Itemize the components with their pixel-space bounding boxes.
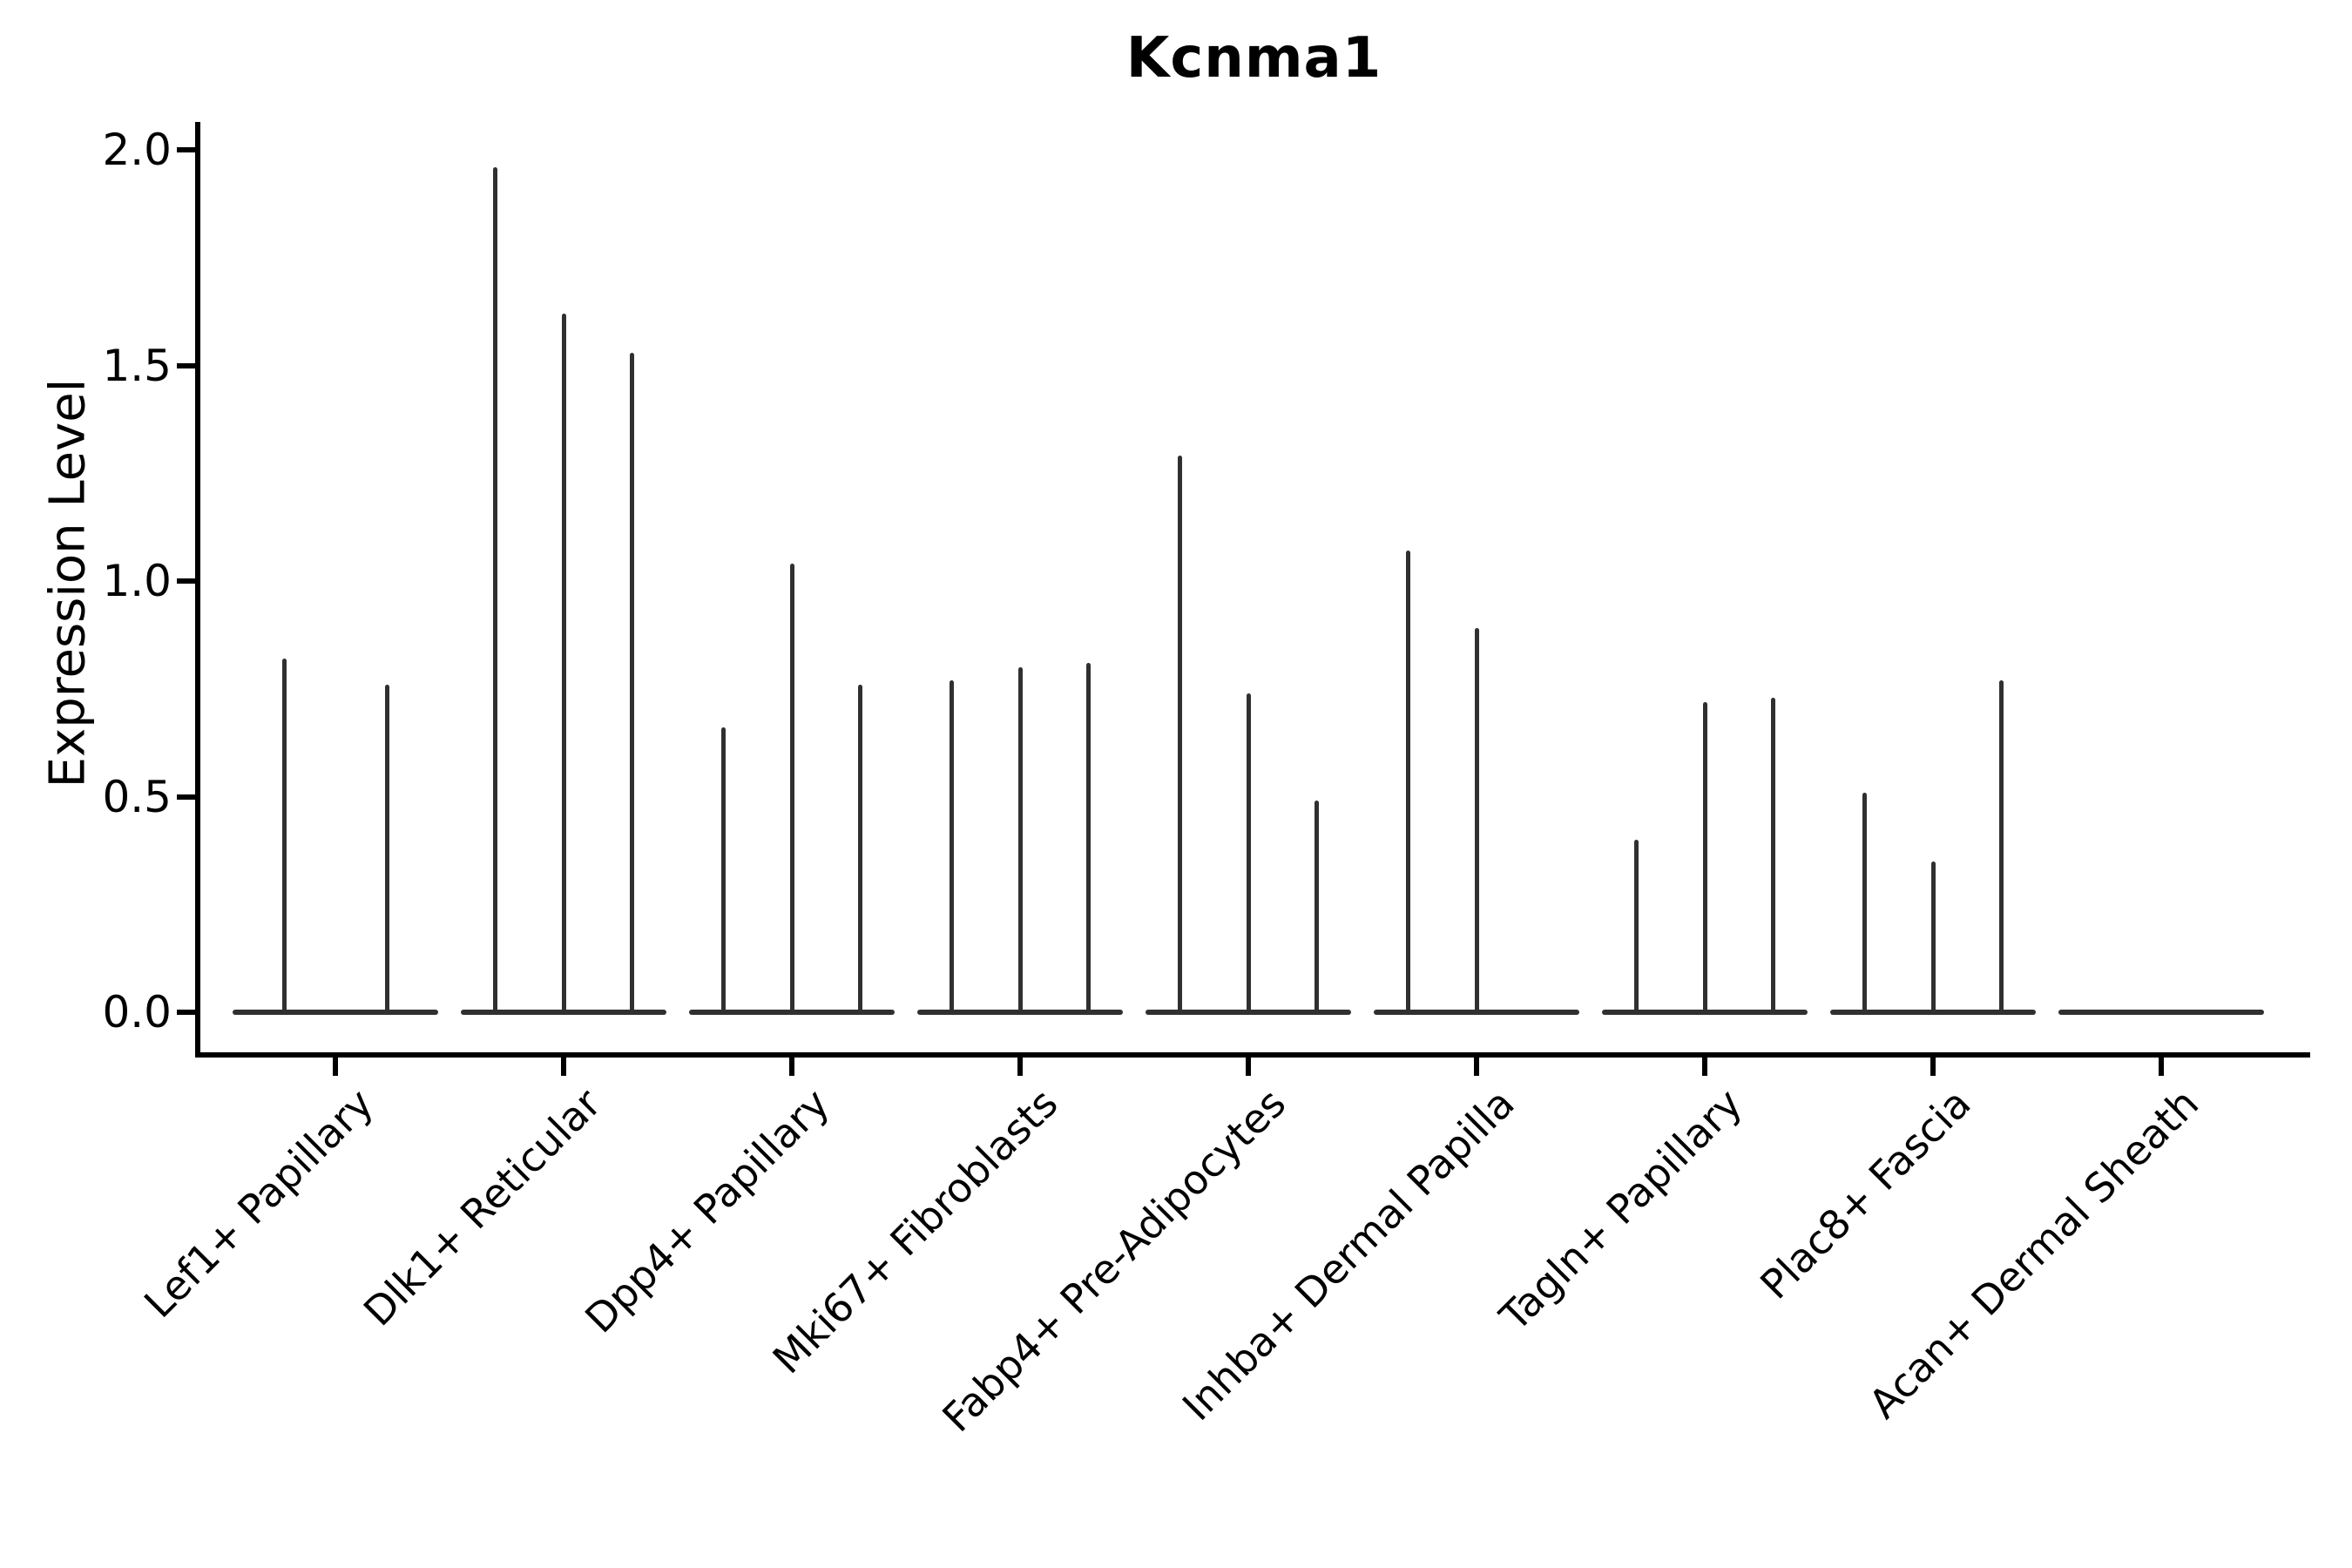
violin-spike	[630, 352, 635, 1015]
y-tick-label: 1.5	[102, 340, 172, 391]
x-tick-label: Dpp4+ Papillary	[576, 1079, 839, 1342]
x-tick-label: Lef1+ Papillary	[134, 1079, 382, 1328]
violin-spike	[720, 727, 726, 1015]
y-tick-mark	[177, 794, 195, 800]
x-tick-mark	[2159, 1058, 2164, 1076]
x-axis-spine	[195, 1052, 2310, 1058]
violin-spike	[1405, 551, 1410, 1015]
x-tick-mark	[333, 1058, 338, 1076]
violin-spike	[1474, 628, 1479, 1015]
y-tick-mark	[177, 147, 195, 152]
violin-spike	[1246, 693, 1251, 1015]
x-tick-label: Plac8+ Fascia	[1751, 1079, 1980, 1308]
x-tick-mark	[789, 1058, 794, 1076]
violin-spike	[1999, 679, 2004, 1015]
x-tick-label: Dlk1+ Reticular	[355, 1079, 611, 1335]
violin-spike	[1771, 697, 1776, 1015]
violin-baseline	[233, 1010, 438, 1015]
y-tick-mark	[177, 578, 195, 584]
y-tick-label: 2.0	[102, 125, 172, 175]
violin-spike	[949, 679, 954, 1015]
y-axis-spine	[195, 122, 200, 1058]
violin-spike	[1086, 663, 1092, 1015]
violin-spike	[384, 684, 389, 1015]
violin-spike	[1702, 701, 1707, 1015]
y-tick-label: 1.0	[102, 556, 172, 606]
violin-spike	[1862, 792, 1867, 1015]
violin-spike	[1177, 456, 1182, 1015]
violin-spike	[858, 684, 863, 1015]
violin-spike	[492, 166, 497, 1015]
violin-spike	[1315, 801, 1320, 1015]
y-tick-label: 0.5	[102, 771, 172, 822]
chart-title: Kcnma1	[1125, 26, 1382, 91]
y-tick-label: 0.0	[102, 987, 172, 1037]
x-tick-label: Tagln+ Papillary	[1490, 1079, 1752, 1341]
x-tick-mark	[1474, 1058, 1479, 1076]
x-tick-mark	[561, 1058, 566, 1076]
violin-spike	[561, 314, 566, 1015]
y-tick-mark	[177, 362, 195, 368]
x-tick-mark	[1017, 1058, 1023, 1076]
x-tick-mark	[1702, 1058, 1707, 1076]
violin-spike	[281, 659, 287, 1015]
violin-spike	[1633, 840, 1639, 1015]
x-tick-mark	[1246, 1058, 1251, 1076]
violin-spike	[1017, 667, 1023, 1015]
violin-spike	[1930, 861, 1936, 1015]
violin-spike	[789, 564, 794, 1015]
violin-baseline	[2058, 1010, 2264, 1015]
y-tick-mark	[177, 1010, 195, 1015]
x-tick-mark	[1930, 1058, 1936, 1076]
